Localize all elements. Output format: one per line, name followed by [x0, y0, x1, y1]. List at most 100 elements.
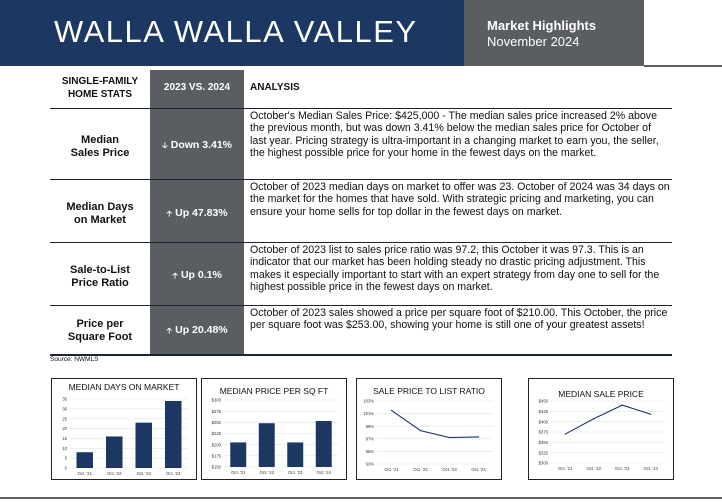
chart-title: MEDIAN SALE PRICE	[558, 389, 644, 399]
x-tick-label: Oct. '21	[78, 471, 93, 476]
y-tick-label: 15	[62, 436, 67, 441]
report-title: Market Highlights	[487, 18, 597, 33]
row-label: Sale-to-List Price Ratio	[70, 264, 130, 289]
data-point	[477, 436, 480, 438]
y-tick-label: 0	[65, 466, 68, 471]
y-tick-label: 35	[62, 397, 67, 402]
row-change-value: Up 20.48%	[175, 324, 228, 336]
y-tick-label: $325	[539, 450, 549, 455]
y-tick-label: 20	[62, 426, 67, 431]
row-change: 🡣 Down 3.41%	[150, 139, 244, 154]
data-point	[419, 430, 422, 432]
row-change: 🡡 Up 0.1%	[150, 269, 244, 284]
chart-bar	[230, 442, 247, 467]
data-point	[650, 413, 652, 415]
arrow-up-icon: 🡡	[166, 326, 173, 335]
y-tick-label: $150	[212, 465, 222, 470]
row-change-value: Up 47.83%	[175, 207, 228, 219]
x-tick-label: Oct. '22	[260, 470, 275, 475]
row-change-value: Up 0.1%	[180, 269, 222, 281]
y-tick-label: $275	[212, 409, 222, 414]
y-tick-label: $225	[212, 431, 222, 436]
y-tick-label: 101%	[363, 411, 374, 416]
row-label: Median Sales Price	[70, 134, 130, 159]
row-analysis: October of 2023 sales showed a price per…	[250, 307, 668, 332]
header-banner: WALLA WALLA VALLEY	[0, 0, 464, 66]
x-tick-label: Oct. '24	[644, 466, 659, 471]
row-analysis: October of 2023 median days on market to…	[250, 181, 670, 218]
table-row: Median Sales Price 🡣 Down 3.41% October's…	[50, 108, 672, 179]
chart-bar	[135, 422, 153, 468]
x-tick-label: Oct. '21	[384, 467, 399, 472]
x-tick-label: Oct. '23	[137, 471, 152, 476]
x-tick-label: Oct. '21	[558, 466, 573, 471]
series-line	[391, 409, 479, 439]
chart-title: MEDIAN DAYS ON MARKET	[68, 382, 180, 392]
x-tick-label: Oct. '24	[166, 471, 181, 476]
chart-bar	[287, 442, 304, 467]
row-change-value: Down 3.41%	[170, 139, 233, 151]
chart-bar	[164, 400, 182, 468]
row-change: 🡡 Up 47.83%	[150, 207, 244, 222]
footer-rule	[0, 497, 722, 499]
y-tick-label: $375	[539, 430, 549, 435]
arrow-up-icon: 🡡	[172, 271, 178, 280]
y-tick-label: $300	[212, 398, 222, 403]
y-tick-label: $400	[539, 419, 549, 424]
y-tick-label: $450	[539, 399, 549, 404]
table-row: Price per Square Foot 🡡 Up 20.48% October…	[50, 305, 672, 354]
table-header: SINGLE-FAMILY HOME STATS 2023 VS. 2024 A…	[50, 70, 672, 108]
x-tick-label: Oct. '23	[442, 467, 457, 472]
y-tick-label: 93%	[366, 462, 375, 467]
arrow-up-icon: 🡡	[166, 209, 173, 218]
row-analysis: October's Median Sales Price: $425,000 -…	[250, 110, 659, 159]
y-tick-label: $300	[539, 461, 549, 466]
y-tick-label: 99%	[366, 424, 375, 429]
data-point	[621, 404, 623, 406]
column-header-comparison: 2023 VS. 2024	[163, 82, 231, 93]
column-header-stats: SINGLE-FAMILY HOME STATS	[61, 76, 139, 100]
y-tick-label: $175	[212, 453, 222, 458]
column-header-analysis: ANALYSIS	[250, 82, 300, 93]
chart-bar	[258, 423, 275, 467]
data-point	[448, 436, 451, 439]
chart-median-sale-price: MEDIAN SALE PRICE $300 $325 $350 $375 $400 $4…	[528, 378, 674, 480]
x-tick-label: Oct. '24	[317, 470, 332, 475]
y-tick-label: 5	[65, 456, 68, 461]
series-line	[564, 404, 651, 435]
x-tick-label: Oct. '21	[231, 470, 246, 475]
row-label: Price per Square Foot	[67, 318, 133, 343]
chart-bar	[315, 420, 332, 467]
x-tick-label: Oct. '24	[471, 467, 486, 472]
y-tick-label: 95%	[366, 449, 375, 454]
y-tick-label: $425	[539, 409, 549, 414]
header-info-panel: Market Highlights November 2024	[464, 0, 644, 66]
y-tick-label: $250	[212, 420, 222, 425]
x-tick-label: Oct. '23	[615, 466, 630, 471]
y-tick-label: 10	[62, 446, 67, 451]
x-tick-label: Oct. '22	[107, 471, 122, 476]
header-divider	[644, 65, 722, 67]
chart-title: MEDIAN PRICE PER SQ FT	[219, 386, 329, 396]
table-row: Median Days on Market 🡡 Up 47.83% October…	[50, 179, 672, 242]
row-label: Median Days on Market	[66, 201, 134, 226]
y-tick-label: $350	[539, 440, 549, 445]
x-tick-label: Oct. '23	[288, 470, 303, 475]
data-point	[390, 409, 393, 412]
y-tick-label: 103%	[363, 399, 374, 404]
report-date: November 2024	[487, 34, 580, 49]
y-tick-label: 30	[62, 406, 67, 411]
y-tick-label: $200	[212, 442, 222, 447]
source-note: Source: NWMLS	[50, 356, 99, 363]
chart-bar	[105, 436, 123, 468]
chart-price-per-sqft: MEDIAN PRICE PER SQ FT $150 $175 $200 $225 $…	[201, 378, 347, 480]
table-bottom-rule	[50, 354, 672, 356]
page-title: WALLA WALLA VALLEY	[54, 14, 418, 49]
y-tick-label: 97%	[366, 436, 375, 441]
chart-median-days: MEDIAN DAYS ON MARKET 0 5 10 15 20 25 30 35 Oct.…	[51, 378, 197, 480]
comparison-column-background	[150, 70, 244, 354]
row-change: 🡡 Up 20.48%	[150, 324, 244, 339]
y-tick-label: 25	[62, 416, 67, 421]
data-point	[593, 418, 595, 420]
chart-sale-to-list: SALE PRICE TO LIST RATIO 93% 95% 97% 99% 101…	[356, 378, 502, 480]
